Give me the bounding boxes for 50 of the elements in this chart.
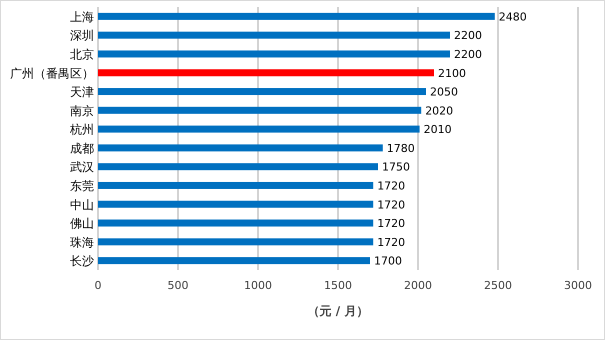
bar: [98, 144, 383, 152]
x-tick-label: 1000: [244, 279, 272, 292]
data-label: 1720: [377, 236, 406, 249]
x-tick-label: 500: [168, 279, 188, 292]
y-tick-label: 中山: [70, 198, 94, 212]
x-tick-label: 0: [94, 279, 102, 292]
bar: [98, 163, 378, 170]
x-axis-title: （元 / 月）: [308, 304, 368, 318]
bar: [98, 238, 374, 246]
data-label: 2480: [498, 10, 527, 24]
y-tick-label: 上海: [70, 10, 94, 24]
bar: [98, 106, 422, 114]
data-label: 1750: [382, 160, 410, 174]
data-label: 2100: [438, 66, 466, 80]
data-label: 1720: [377, 179, 406, 192]
data-label: 1720: [377, 198, 406, 212]
y-tick-label: 广州（番禺区）: [10, 66, 94, 80]
x-tick-label: 2500: [484, 279, 512, 292]
y-tick-label: 东莞: [70, 178, 94, 193]
bar: [98, 32, 450, 39]
bar: [98, 257, 370, 264]
data-label: 2010: [424, 123, 452, 136]
y-tick-label: 天津: [70, 85, 94, 100]
y-tick-label: 南京: [70, 104, 94, 118]
bar: [98, 69, 434, 76]
y-tick-label: 武汉: [70, 160, 94, 174]
bar: [98, 220, 374, 227]
bar: [98, 200, 374, 208]
y-tick-label: 佛山: [70, 216, 94, 231]
x-tick-label: 2000: [404, 279, 432, 292]
data-label: 2050: [430, 86, 458, 99]
data-label: 2200: [454, 29, 482, 42]
bar: [98, 88, 426, 96]
data-label: 2020: [425, 104, 454, 118]
y-tick-label: 杭州: [69, 122, 94, 137]
y-tick-label: 北京: [70, 47, 94, 62]
bar: [98, 12, 495, 20]
y-tick-label: 成都: [70, 141, 94, 156]
y-tick-label: 深圳: [70, 28, 94, 43]
data-label: 1720: [377, 217, 406, 230]
y-tick-label: 长沙: [70, 254, 94, 268]
x-tick-label: 3000: [564, 279, 592, 292]
bar: [98, 126, 420, 133]
x-tick-label: 1500: [324, 279, 352, 292]
data-label: 1700: [374, 254, 402, 268]
bar: [98, 50, 450, 58]
y-tick-label: 珠海: [70, 235, 94, 250]
data-label: 1780: [386, 142, 415, 155]
data-label: 2200: [454, 48, 482, 61]
bar: [98, 182, 374, 189]
